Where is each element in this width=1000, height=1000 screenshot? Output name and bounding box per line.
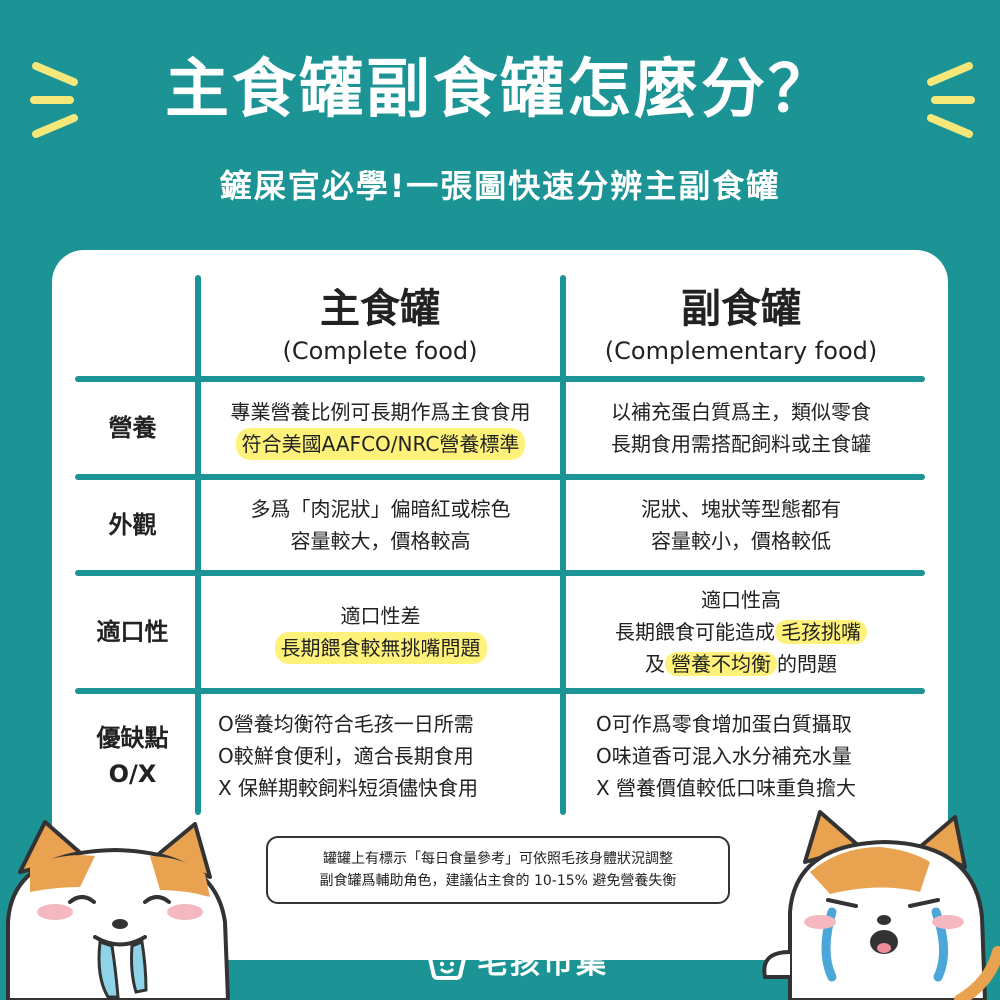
- grid-hline-3: [75, 570, 925, 576]
- row-label-appearance: 外觀: [108, 511, 157, 539]
- tip-note-line2: 副食罐爲輔助角色，建議佔主食的 10-15% 避免營養失衡: [319, 873, 677, 889]
- column-main-subtitle: (Complete food): [282, 337, 478, 365]
- cell-text-line: 及營養不均衡 的問題: [645, 648, 837, 680]
- cell-text: 的問題: [777, 652, 837, 676]
- column-side-title: 副食罐: [681, 286, 801, 332]
- tip-note-line1: 罐罐上有標示「每日食量參考」可依照毛孩身體狀況調整: [323, 850, 673, 867]
- left-spark-icon: [30, 62, 78, 138]
- cell-side-appearance: 泥狀、塊狀等型態都有 容量較小，價格較低: [566, 480, 916, 570]
- cell-main-nutrition: 專業營養比例可長期作爲主食食用 符合美國AAFCO/NRC營養標準: [201, 382, 560, 474]
- cell-text: X 保鮮期較飼料短須儘快食用: [218, 776, 479, 800]
- cell-text-line: 長期餵食可能造成 毛孩挑嘴: [615, 616, 867, 648]
- cell-text: 多爲「肉泥狀」偏暗紅或棕色: [250, 497, 511, 521]
- row-label-palatability: 適口性: [96, 618, 169, 646]
- row-label-pros-cons-line2: O/X: [108, 760, 157, 788]
- cell-main-pros-cons: O營養均衡符合毛孩一日所需 O較鮮食便利，適合長期食用 X 保鮮期較飼料短須儘快…: [218, 694, 560, 818]
- right-spark-icon: [927, 62, 975, 138]
- highlight-text: 營養不均衡: [665, 652, 777, 676]
- page-subtitle: 鏟屎官必學!一張圖快速分辨主副食罐: [219, 167, 781, 205]
- cell-text: 適口性高: [701, 588, 781, 612]
- column-header-main: 主食罐 (Complete food): [200, 285, 560, 366]
- crying-cat-illustration: [762, 810, 1000, 1000]
- cell-text: O味道香可混入水分補充水量: [596, 744, 852, 768]
- brand-name: 毛孩市集: [477, 946, 609, 981]
- cell-side-nutrition: 以補充蛋白質爲主，類似零食 長期食用需搭配飼料或主食罐: [566, 382, 916, 474]
- highlight-text: 符合美國AAFCO/NRC營養標準: [235, 428, 526, 460]
- paw-basket-icon: [427, 944, 467, 980]
- brand-logo: 毛孩市集: [425, 938, 609, 982]
- cell-side-pros-cons: O可作爲零食增加蛋白質攝取 O味道香可混入水分補充水量 X 營養價值較低口味重負…: [596, 694, 916, 818]
- grid-vline-2: [560, 275, 566, 815]
- cell-text: 及: [645, 652, 665, 676]
- cell-main-appearance: 多爲「肉泥狀」偏暗紅或棕色 容量較大，價格較高: [201, 480, 560, 570]
- cell-text: 長期餵食可能造成: [615, 620, 775, 644]
- highlight-text: 毛孩挑嘴: [775, 620, 867, 644]
- column-header-side: 副食罐 (Complementary food): [566, 285, 916, 366]
- cell-text: 專業營養比例可長期作爲主食食用: [230, 400, 531, 424]
- row-label-pros-cons-line1: 優缺點: [96, 724, 169, 752]
- cell-text: O較鮮食便利，適合長期食用: [218, 744, 474, 768]
- grid-hline-2: [75, 474, 925, 480]
- cell-text: 泥狀、塊狀等型態都有: [641, 497, 841, 521]
- cell-text: O營養均衡符合毛孩一日所需: [218, 712, 474, 736]
- cell-side-palatability: 適口性高 長期餵食可能造成 毛孩挑嘴 及營養不均衡 的問題: [566, 576, 916, 688]
- cell-text: O可作爲零食增加蛋白質攝取: [596, 712, 852, 736]
- page-title: 主食罐副食罐怎麼分？: [165, 53, 835, 127]
- cell-text: X 營養價值較低口味重負擔大: [596, 776, 857, 800]
- column-side-subtitle: (Complementary food): [604, 337, 878, 365]
- grid-vline-1: [195, 275, 201, 815]
- tip-note-box: 罐罐上有標示「每日食量參考」可依照毛孩身體狀況調整 副食罐爲輔助角色，建議佔主食…: [266, 836, 730, 904]
- cell-text: 以補充蛋白質爲主，類似零食: [611, 400, 871, 424]
- grid-hline-1: [75, 376, 925, 382]
- cell-text: 容量較大，價格較高: [290, 529, 471, 553]
- drooling-cat-illustration: [6, 820, 231, 1000]
- cell-text: 適口性差: [340, 604, 421, 628]
- row-label-nutrition: 營養: [108, 414, 157, 442]
- grid-hline-4: [75, 688, 925, 694]
- cell-main-palatability: 適口性差 長期餵食較無挑嘴問題: [201, 576, 560, 688]
- cell-text: 長期食用需搭配飼料或主食罐: [611, 432, 871, 456]
- highlight-text: 長期餵食較無挑嘴問題: [274, 632, 487, 664]
- cell-text: 容量較小，價格較低: [651, 529, 831, 553]
- row-label-pros-cons: 優缺點 O/X: [70, 694, 195, 818]
- column-main-title: 主食罐: [320, 286, 440, 332]
